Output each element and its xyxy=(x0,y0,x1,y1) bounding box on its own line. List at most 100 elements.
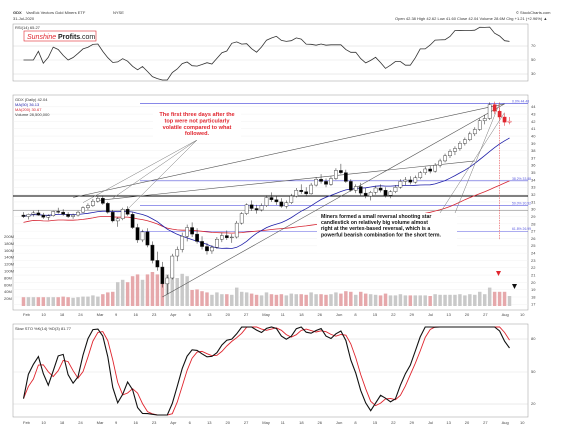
volume-bar xyxy=(289,293,294,306)
volume-tick-label: 180M xyxy=(4,241,14,246)
volume-bar xyxy=(76,297,80,306)
date-tick-label: 20 xyxy=(465,420,470,425)
candle-body xyxy=(304,191,309,195)
volume-bar xyxy=(145,274,150,306)
candle-body xyxy=(353,186,358,191)
volume-bar xyxy=(205,292,209,306)
volume-bar xyxy=(220,294,224,306)
volume-bar xyxy=(487,287,492,306)
candle-body xyxy=(91,200,95,206)
volume-bar xyxy=(403,295,408,306)
candle-body xyxy=(150,244,155,261)
candle-body xyxy=(244,204,249,214)
volume-bar xyxy=(106,292,110,306)
volume-bar xyxy=(443,294,447,306)
candle-body xyxy=(289,195,294,203)
date-tick-label: Jul xyxy=(428,312,433,317)
date-tick-label: 29 xyxy=(410,312,415,317)
candle-body xyxy=(428,168,433,172)
candle-body xyxy=(383,189,388,196)
candle-body xyxy=(224,235,229,238)
volume-bar xyxy=(388,295,393,306)
volume-bar xyxy=(393,295,398,306)
candle-body xyxy=(200,241,204,247)
volume-bar xyxy=(423,295,427,306)
volume-bar xyxy=(363,293,368,306)
volume-bar xyxy=(349,291,353,306)
volume-bar xyxy=(299,294,303,306)
date-tick-label: 9 xyxy=(115,420,118,425)
date-tick-label: 18 xyxy=(299,312,304,317)
volume-tick-label: 140M xyxy=(4,255,14,260)
volume-bar xyxy=(507,296,512,306)
rsi-line xyxy=(23,26,510,81)
date-tick-label: 10 xyxy=(520,420,525,425)
volume-bar xyxy=(358,291,363,306)
candle-body xyxy=(51,211,56,217)
candle-body xyxy=(155,260,160,268)
candle-body xyxy=(453,148,457,152)
candle-body xyxy=(130,214,135,228)
date-tick-label: 6 xyxy=(189,420,192,425)
candle-body xyxy=(487,104,492,119)
candle-body xyxy=(363,192,368,197)
volume-tick-label: 120M xyxy=(4,262,14,267)
quote-line: Open 42.38 High 42.62 Low 41.60 Close 42… xyxy=(395,16,547,21)
exchange-label: NYSE xyxy=(113,10,124,15)
candle-body xyxy=(373,187,378,193)
candle-body xyxy=(100,198,105,204)
volume-bar xyxy=(61,296,65,306)
date-tick-label: Mar xyxy=(97,312,105,317)
fib-level-label: 61.8% 26.99 xyxy=(512,227,531,231)
volume-bar xyxy=(120,279,125,306)
candle-body xyxy=(125,209,130,215)
price-tick-label: 39 xyxy=(531,141,536,146)
fib-level-label: 50.0% 30.52 xyxy=(512,201,531,205)
candle-body xyxy=(438,160,442,166)
candle-body xyxy=(319,179,323,182)
date-tick-label: 10 xyxy=(520,312,525,317)
price-tick-label: 20 xyxy=(531,280,536,285)
candle-body xyxy=(309,184,313,195)
candlesticks xyxy=(21,101,512,295)
volume-tick-label: 40M xyxy=(4,289,12,294)
candle-body xyxy=(507,120,512,123)
volume-bar xyxy=(96,296,100,306)
rsi-tick-50: 50 xyxy=(531,57,536,62)
date-tick-label: May xyxy=(262,312,270,317)
candle-body xyxy=(170,255,175,279)
date-tick-label: 13 xyxy=(446,312,451,317)
candle-body xyxy=(458,143,462,149)
volume-bar xyxy=(185,276,189,306)
candle-body xyxy=(482,118,487,121)
price-panel: 17 18 19 20 21 22 23 24 25 26 27 28 29 30 31 32 33 34 35 36… xyxy=(4,94,536,311)
date-tick-label: 18 xyxy=(60,312,65,317)
candle-body xyxy=(215,239,219,248)
volume-tick-label: 20M xyxy=(4,296,12,301)
date-tick-label: 18 xyxy=(60,420,65,425)
candle-body xyxy=(274,199,279,203)
candle-body xyxy=(294,189,299,197)
candle-body xyxy=(492,104,497,112)
date-tick-label: 26 xyxy=(318,312,323,317)
candle-body xyxy=(264,197,269,206)
price-tick-label: 43 xyxy=(531,111,536,116)
volume-bar xyxy=(91,295,95,306)
date-tick-label: 23 xyxy=(152,312,157,317)
date-tick-label: 8 xyxy=(354,420,357,425)
candle-body xyxy=(502,116,507,123)
volume-bar xyxy=(56,297,60,306)
volume-bar xyxy=(418,295,422,306)
volume-bar xyxy=(319,294,323,306)
volume-bar xyxy=(235,287,239,306)
volume-bar xyxy=(150,272,155,306)
date-tick-label: 11 xyxy=(281,312,286,317)
candle-body xyxy=(314,179,318,186)
price-tick-label: 33 xyxy=(531,185,536,190)
price-tick-label: 38 xyxy=(531,148,536,153)
trendline xyxy=(97,160,475,201)
volume-tick-label: 60M xyxy=(4,282,12,287)
date-tick-label: 27 xyxy=(244,312,249,317)
candle-body xyxy=(190,227,194,235)
date-tick-label: 23 xyxy=(152,420,157,425)
